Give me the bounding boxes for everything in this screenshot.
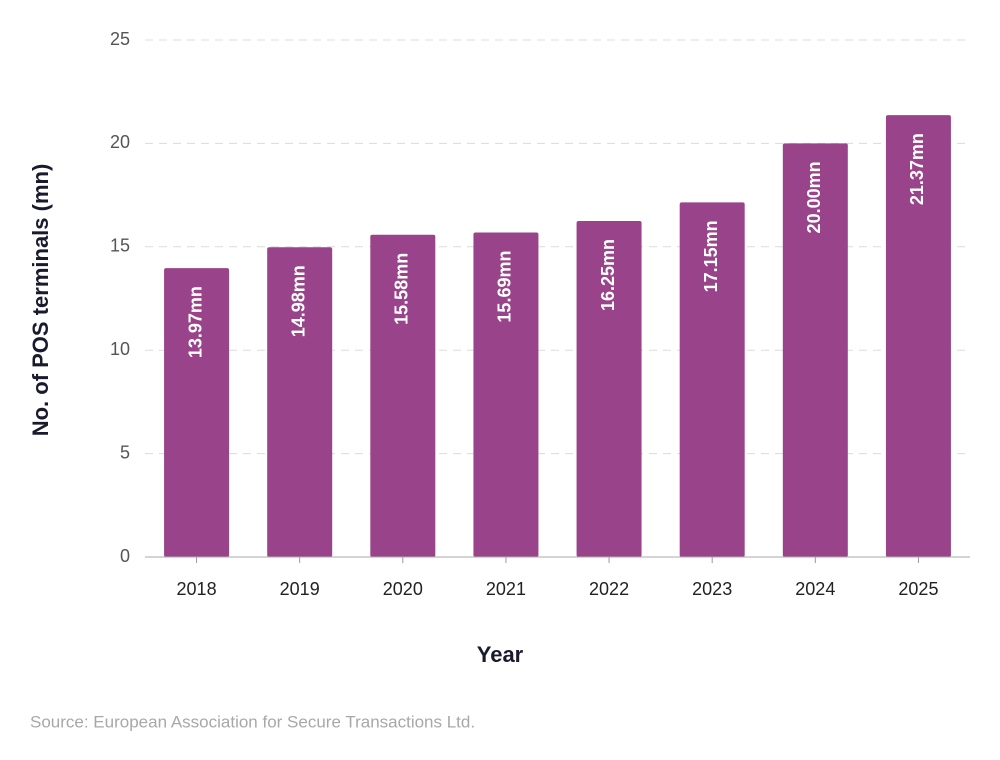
bar	[679, 202, 745, 557]
value-label: 17.15mn	[701, 220, 721, 292]
bar	[885, 115, 951, 558]
value-label: 16.25mn	[598, 239, 618, 311]
source-note: Source: European Association for Secure …	[30, 712, 475, 731]
value-label: 14.98mn	[288, 265, 308, 337]
x-tick-label: 2022	[589, 579, 629, 599]
bar	[782, 143, 848, 557]
value-label: 13.97mn	[185, 286, 205, 358]
value-label: 20.00mn	[804, 161, 824, 233]
x-tick-label: 2023	[692, 579, 732, 599]
x-tick-label: 2025	[898, 579, 938, 599]
x-tick-label: 2020	[383, 579, 423, 599]
y-tick-label: 20	[110, 132, 130, 152]
bar	[473, 232, 539, 557]
x-tick-label: 2021	[486, 579, 526, 599]
bar	[370, 234, 436, 557]
y-tick-label: 0	[120, 546, 130, 566]
x-axis-title: Year	[477, 642, 524, 667]
bar	[576, 220, 642, 557]
y-axis-title: No. of POS terminals (mn)	[28, 164, 53, 437]
y-tick-label: 25	[110, 29, 130, 49]
bar	[164, 268, 230, 557]
x-tick-label: 2019	[280, 579, 320, 599]
x-tick-label: 2024	[795, 579, 835, 599]
bar	[267, 247, 333, 557]
x-tick-label: 2018	[177, 579, 217, 599]
value-label: 15.69mn	[495, 251, 515, 323]
y-tick-label: 5	[120, 442, 130, 462]
value-label: 15.58mn	[392, 253, 412, 325]
y-tick-label: 10	[110, 339, 130, 359]
value-label: 21.37mn	[907, 133, 927, 205]
y-tick-label: 15	[110, 236, 130, 256]
